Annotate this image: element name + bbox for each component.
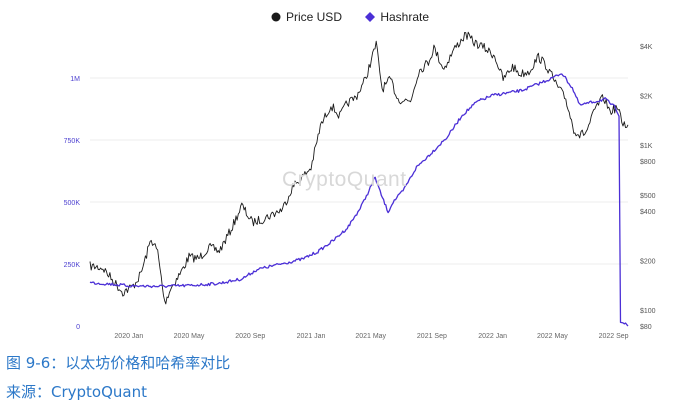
right-axis-tick-label: $2K — [640, 94, 653, 101]
right-axis-tick-label: $400 — [640, 209, 656, 216]
left-axis-tick-label: 500K — [64, 200, 81, 207]
x-axis-tick-label: 2020 May — [174, 333, 205, 340]
right-axis-tick-label: $200 — [640, 258, 656, 265]
watermark: CryptoQuant — [282, 168, 407, 191]
left-axis-tick-label: 1M — [70, 76, 80, 83]
left-axis-tick-label: 0 — [76, 324, 80, 331]
legend-diamond-icon — [365, 12, 376, 22]
price-line — [89, 31, 629, 305]
x-axis-tick-label: 2020 Sep — [235, 333, 265, 340]
legend-label-hashrate: Hashrate — [380, 10, 430, 24]
x-axis-tick-label: 2022 May — [537, 333, 568, 340]
chart-legend: Price USD Hashrate — [0, 10, 700, 25]
figure-caption: 图 9-6：以太坊价格和哈希率对比 — [6, 354, 231, 372]
x-axis-tick-label: 2020 Jan — [114, 333, 143, 340]
right-axis-tick-label: $100 — [640, 308, 656, 315]
right-axis-tick-label: $500 — [640, 193, 656, 200]
x-axis-tick-label: 2022 Sep — [599, 333, 629, 340]
right-axis-tick-label: $4K — [640, 44, 653, 51]
right-axis-tick-label: $80 — [640, 324, 652, 331]
hashrate-line — [89, 73, 629, 327]
x-axis-tick-label: 2021 May — [355, 333, 386, 340]
x-axis-tick-label: 2022 Jan — [478, 333, 507, 340]
legend-item-hashrate[interactable]: Hashrate — [365, 10, 429, 24]
right-axis-tick-label: $800 — [640, 159, 656, 166]
left-axis-tick-label: 750K — [64, 138, 81, 145]
x-axis-tick-label: 2021 Sep — [417, 333, 447, 340]
legend-label-price: Price USD — [285, 10, 342, 24]
legend-item-price[interactable]: Price USD — [271, 10, 342, 24]
x-axis-tick-label: 2021 Jan — [297, 333, 326, 340]
figure-source: 来源：CryptoQuant — [6, 383, 147, 401]
left-axis-tick-label: 250K — [64, 262, 81, 269]
right-axis-tick-label: $1K — [640, 143, 653, 150]
legend-circle-icon — [271, 12, 281, 22]
